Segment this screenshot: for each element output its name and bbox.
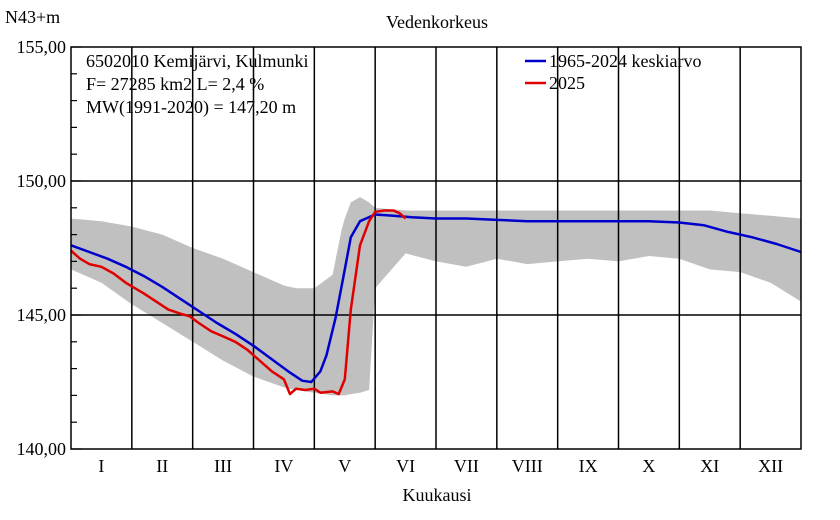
month-tick-label: IX <box>579 456 598 476</box>
month-tick-label: XII <box>758 456 783 476</box>
legend-label-current: 2025 <box>549 73 585 93</box>
grid-layer <box>71 46 801 450</box>
y-tick-label: 145,00 <box>17 305 67 325</box>
station-info-line-1: 6502010 Kemijärvi, Kulmunki <box>86 51 308 71</box>
month-tick-label: VII <box>454 456 479 476</box>
y-tick-label: 150,00 <box>17 171 67 191</box>
month-tick-label: XI <box>700 456 719 476</box>
series-layer <box>70 209 802 396</box>
month-tick-label: VI <box>396 456 415 476</box>
month-tick-label: IV <box>274 456 293 476</box>
month-tick-label: X <box>642 456 655 476</box>
legend: 1965-2024 keskiarvo 2025 <box>525 51 701 93</box>
month-tick-label: III <box>214 456 232 476</box>
station-info-line-2: F= 27285 km2 L= 2,4 % <box>86 74 264 94</box>
month-tick-label: II <box>156 456 168 476</box>
month-tick-label: VIII <box>512 456 543 476</box>
mean-series-line <box>70 213 802 384</box>
current-year-series-line <box>70 209 407 396</box>
x-axis-label: Kuukausi <box>403 485 472 505</box>
y-axis-label: N43+m <box>5 7 60 27</box>
chart-title: Vedenkorkeus <box>386 12 488 32</box>
plot-frame <box>70 46 802 450</box>
y-tick-label: 155,00 <box>17 37 67 57</box>
y-tick-label: 140,00 <box>17 439 67 459</box>
legend-label-mean: 1965-2024 keskiarvo <box>549 51 701 71</box>
plot-border <box>70 46 802 450</box>
month-tick-label: I <box>98 456 104 476</box>
station-info-line-3: MW(1991-2020) = 147,20 m <box>86 97 296 118</box>
month-tick-label: V <box>338 456 351 476</box>
station-info: 6502010 Kemijärvi, Kulmunki F= 27285 km2… <box>86 51 308 118</box>
